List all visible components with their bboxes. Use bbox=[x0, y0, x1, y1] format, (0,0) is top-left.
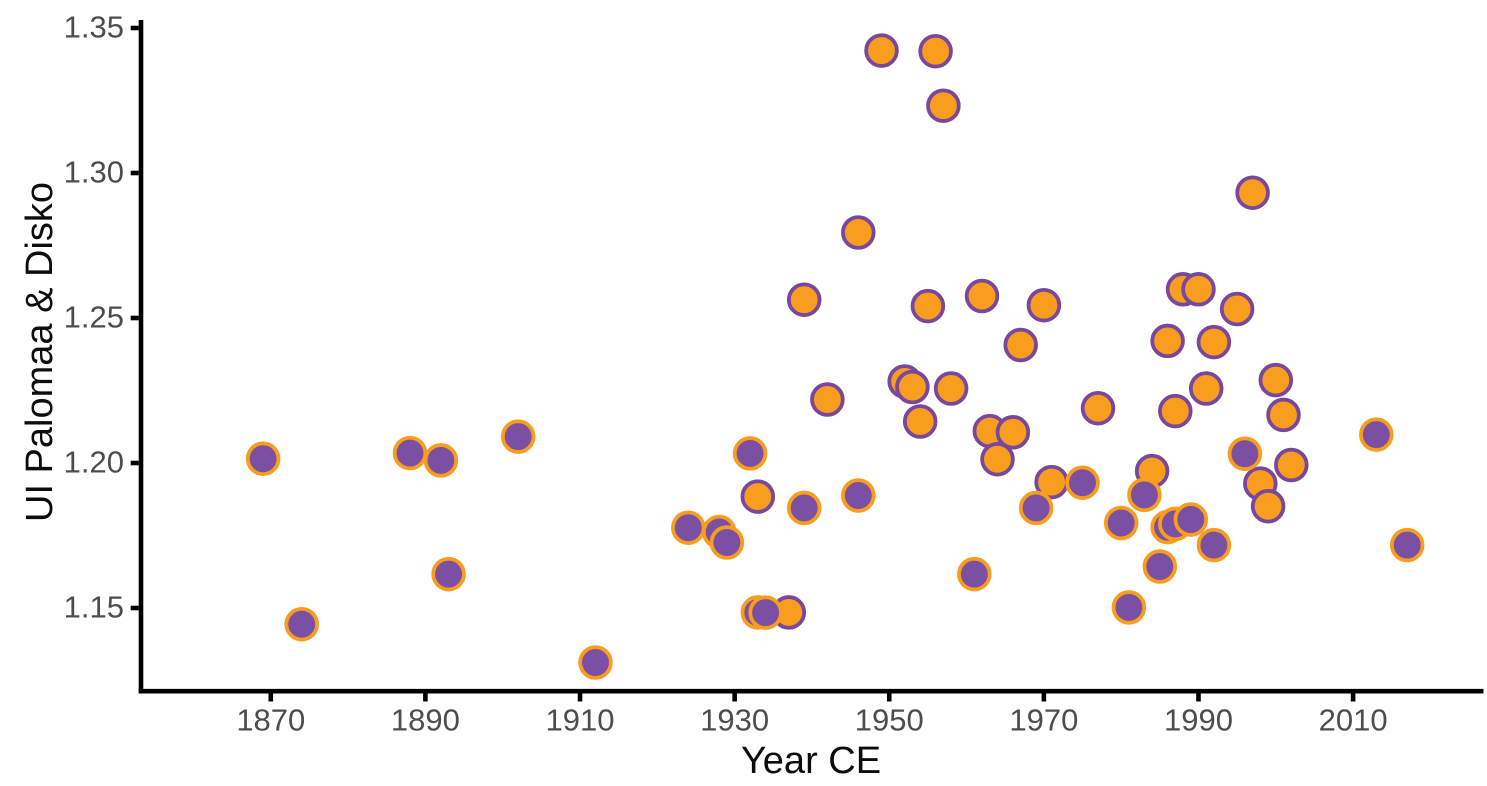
data-point-orange bbox=[1080, 390, 1116, 426]
x-tick-label: 1990 bbox=[1164, 702, 1233, 737]
data-point-orange bbox=[810, 382, 845, 417]
data-point-orange bbox=[1258, 362, 1294, 398]
data-point-purple bbox=[1196, 527, 1232, 563]
x-tick-label: 1890 bbox=[391, 702, 460, 737]
data-point-orange bbox=[1235, 175, 1270, 210]
x-tick-label: 1910 bbox=[546, 702, 615, 737]
data-point-purple bbox=[578, 645, 613, 680]
x-tick-label: 1970 bbox=[1009, 702, 1078, 737]
data-point-purple bbox=[1227, 436, 1263, 471]
data-point-purple bbox=[1142, 549, 1178, 584]
data-point-purple bbox=[245, 441, 281, 476]
x-tick-label: 1950 bbox=[855, 702, 924, 737]
x-tick-label: 1930 bbox=[700, 702, 769, 737]
y-axis-title: UI Palomaa & Disko bbox=[19, 182, 61, 522]
data-point-orange bbox=[864, 33, 899, 68]
y-tick-label: 1.20 bbox=[64, 444, 124, 479]
data-point-orange bbox=[964, 278, 1000, 314]
data-point-orange bbox=[740, 479, 776, 514]
data-point-purple bbox=[786, 490, 822, 526]
data-point-purple bbox=[1111, 590, 1147, 625]
data-point-orange bbox=[841, 215, 876, 250]
data-point-orange bbox=[933, 371, 969, 406]
y-tick-label: 1.35 bbox=[64, 9, 124, 44]
data-point-purple bbox=[841, 478, 876, 513]
data-point-purple bbox=[1018, 490, 1054, 526]
x-tick-label: 1870 bbox=[236, 702, 305, 737]
data-point-purple bbox=[431, 556, 466, 592]
data-point-purple bbox=[284, 606, 319, 642]
y-tick-label: 1.25 bbox=[64, 299, 124, 334]
data-point-orange bbox=[1274, 447, 1309, 483]
data-point-orange bbox=[1250, 488, 1286, 524]
data-point-purple bbox=[1103, 505, 1139, 541]
data-point-orange bbox=[1026, 287, 1062, 323]
data-point-purple bbox=[1173, 502, 1209, 537]
data-point-purple bbox=[1065, 465, 1100, 500]
data-point-orange bbox=[902, 404, 938, 439]
y-tick-label: 1.30 bbox=[64, 154, 124, 189]
data-point-orange bbox=[786, 282, 822, 317]
data-point-orange bbox=[895, 369, 930, 405]
data-point-orange bbox=[1181, 272, 1216, 307]
x-axis-title: Year CE bbox=[741, 740, 881, 781]
data-point-purple bbox=[957, 556, 992, 592]
data-point-purple bbox=[423, 443, 459, 478]
data-point-orange bbox=[910, 288, 946, 324]
data-point-purple bbox=[671, 510, 706, 545]
y-tick-label: 1.15 bbox=[64, 589, 124, 624]
data-point-purple bbox=[500, 419, 536, 454]
data-point-orange bbox=[1219, 291, 1255, 327]
x-tick-label: 2010 bbox=[1319, 702, 1388, 737]
data-point-orange bbox=[1266, 397, 1301, 433]
data-point-purple bbox=[1389, 527, 1425, 563]
data-point-orange bbox=[1196, 324, 1232, 360]
data-point-orange bbox=[1150, 323, 1185, 359]
data-point-orange bbox=[918, 33, 953, 69]
data-point-purple bbox=[748, 595, 783, 630]
data-point-orange bbox=[1158, 393, 1193, 429]
data-point-orange bbox=[1188, 371, 1224, 406]
data-point-purple bbox=[709, 525, 745, 560]
data-point-orange bbox=[995, 415, 1031, 450]
data-point-purple bbox=[1127, 477, 1162, 513]
data-point-purple bbox=[1359, 417, 1394, 452]
data-point-orange bbox=[1003, 327, 1038, 363]
data-point-orange bbox=[980, 441, 1015, 477]
data-point-orange bbox=[926, 88, 961, 123]
data-point-purple bbox=[392, 435, 428, 471]
data-point-purple bbox=[732, 436, 768, 471]
